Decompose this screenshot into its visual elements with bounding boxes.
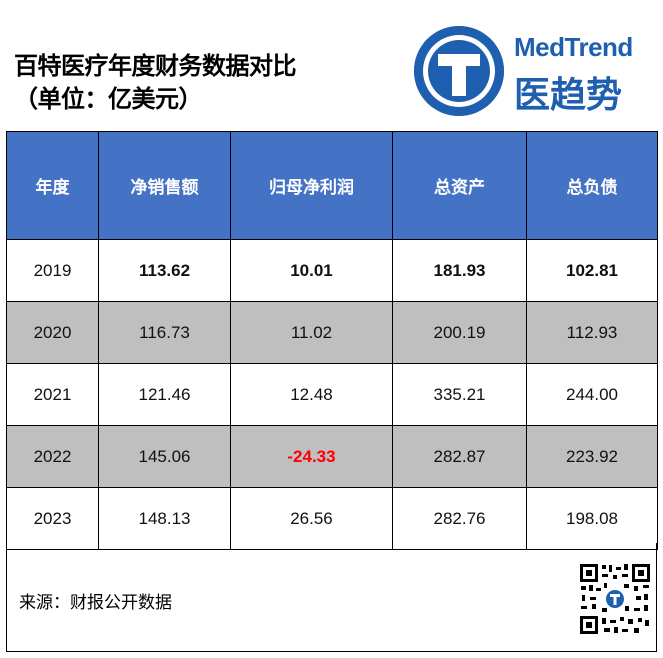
cell-net-sales: 113.62 bbox=[98, 239, 231, 302]
cell-net-sales: 145.06 bbox=[98, 425, 231, 488]
financial-table: 年度 净销售额 归母净利润 总资产 总负债 2019 113.62 10.01 … bbox=[6, 131, 658, 550]
header-net-profit: 归母净利润 bbox=[230, 131, 393, 240]
table-row: 2023 148.13 26.56 282.76 198.08 bbox=[6, 487, 658, 550]
logo-english-name: MedTrend bbox=[514, 32, 633, 62]
cell-net-profit: 12.48 bbox=[230, 363, 393, 426]
cell-total-liabilities: 112.93 bbox=[526, 301, 658, 364]
cell-year: 2022 bbox=[6, 425, 99, 488]
cell-net-sales: 116.73 bbox=[98, 301, 231, 364]
cell-year: 2019 bbox=[6, 239, 99, 302]
title-line-2: （单位：亿美元） bbox=[14, 85, 203, 113]
table-row: 2019 113.62 10.01 181.93 102.81 bbox=[6, 239, 658, 302]
cell-total-liabilities: 198.08 bbox=[526, 487, 658, 550]
cell-net-profit: 10.01 bbox=[230, 239, 393, 302]
table-row: 2020 116.73 11.02 200.19 112.93 bbox=[6, 301, 658, 364]
cell-year: 2023 bbox=[6, 487, 99, 550]
cell-net-profit: 26.56 bbox=[230, 487, 393, 550]
header-net-sales: 净销售额 bbox=[98, 131, 231, 240]
source-note: 来源：财报公开数据 bbox=[19, 593, 172, 613]
cell-total-liabilities: 244.00 bbox=[526, 363, 658, 426]
cell-net-profit: 11.02 bbox=[230, 301, 393, 364]
cell-total-liabilities: 223.92 bbox=[526, 425, 658, 488]
header-total-assets: 总资产 bbox=[392, 131, 527, 240]
cell-net-profit-negative: -24.33 bbox=[230, 425, 393, 488]
cell-year: 2020 bbox=[6, 301, 99, 364]
cell-total-liabilities: 102.81 bbox=[526, 239, 658, 302]
page-title: 百特医疗年度财务数据对比 （单位：亿美元） bbox=[14, 50, 394, 116]
cell-net-sales: 121.46 bbox=[98, 363, 231, 426]
table-header-row: 年度 净销售额 归母净利润 总资产 总负债 bbox=[6, 131, 658, 240]
header-total-liabilities: 总负债 bbox=[526, 131, 658, 240]
qr-code-icon bbox=[578, 562, 652, 636]
footer: 来源：财报公开数据 bbox=[6, 543, 657, 652]
cell-total-assets: 282.76 bbox=[392, 487, 527, 550]
cell-net-sales: 148.13 bbox=[98, 487, 231, 550]
logo-chinese-name: 医趋势 bbox=[514, 75, 623, 116]
table-row: 2022 145.06 -24.33 282.87 223.92 bbox=[6, 425, 658, 488]
cell-total-assets: 200.19 bbox=[392, 301, 527, 364]
cell-total-assets: 335.21 bbox=[392, 363, 527, 426]
cell-total-assets: 181.93 bbox=[392, 239, 527, 302]
title-line-1: 百特医疗年度财务数据对比 bbox=[14, 52, 297, 80]
header-year: 年度 bbox=[6, 131, 99, 240]
cell-year: 2021 bbox=[6, 363, 99, 426]
cell-total-assets: 282.87 bbox=[392, 425, 527, 488]
medtrend-logo: MedTrend 医趋势 bbox=[414, 26, 633, 116]
logo-t-icon bbox=[414, 26, 504, 116]
table-row: 2021 121.46 12.48 335.21 244.00 bbox=[6, 363, 658, 426]
